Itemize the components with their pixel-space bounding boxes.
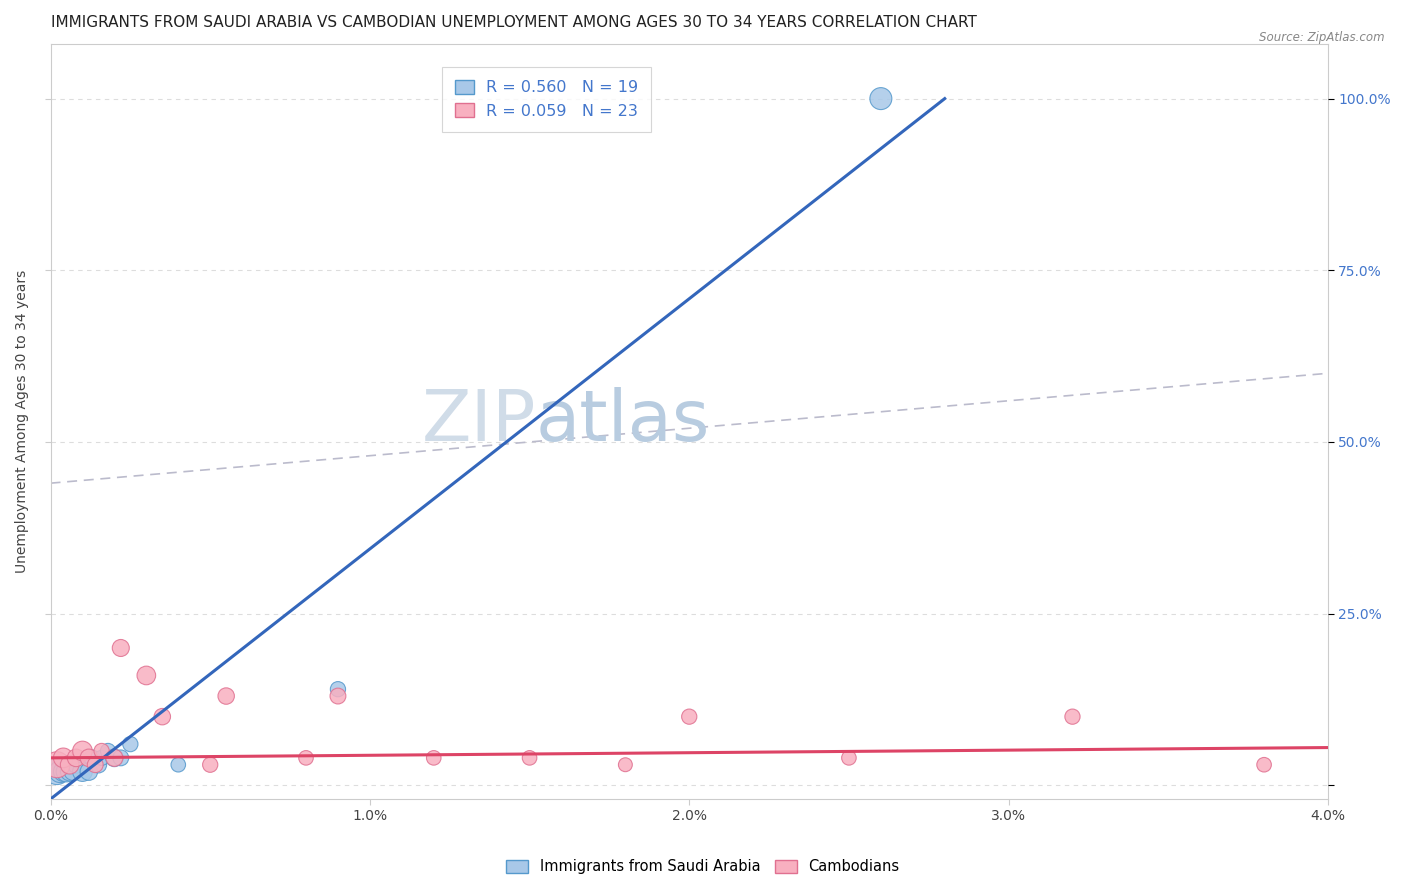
Point <box>110 751 132 765</box>
Point <box>103 751 125 765</box>
Point <box>87 757 110 772</box>
Point <box>167 757 190 772</box>
Point <box>55 764 77 779</box>
Point <box>90 744 112 758</box>
Point <box>678 709 700 723</box>
Point <box>72 744 94 758</box>
Point <box>65 757 87 772</box>
Point <box>90 751 112 765</box>
Point <box>423 751 446 765</box>
Point <box>45 764 67 779</box>
Point <box>72 764 94 779</box>
Text: ZIP: ZIP <box>422 387 536 456</box>
Legend: R = 0.560   N = 19, R = 0.059   N = 23: R = 0.560 N = 19, R = 0.059 N = 23 <box>441 67 651 131</box>
Point <box>1062 709 1084 723</box>
Point <box>135 668 157 682</box>
Text: IMMIGRANTS FROM SAUDI ARABIA VS CAMBODIAN UNEMPLOYMENT AMONG AGES 30 TO 34 YEARS: IMMIGRANTS FROM SAUDI ARABIA VS CAMBODIA… <box>51 15 976 30</box>
Y-axis label: Unemployment Among Ages 30 to 34 years: Unemployment Among Ages 30 to 34 years <box>15 269 30 573</box>
Text: atlas: atlas <box>536 387 710 456</box>
Point <box>110 640 132 655</box>
Point <box>200 757 222 772</box>
Point <box>77 764 100 779</box>
Point <box>295 751 318 765</box>
Text: Source: ZipAtlas.com: Source: ZipAtlas.com <box>1260 31 1385 45</box>
Point <box>49 764 72 779</box>
Point <box>215 689 238 703</box>
Point <box>103 751 125 765</box>
Point <box>120 737 142 751</box>
Point <box>65 751 87 765</box>
Point <box>62 764 84 779</box>
Point <box>869 92 891 106</box>
Point <box>97 744 120 758</box>
Point <box>77 751 100 765</box>
Point <box>838 751 860 765</box>
Point <box>326 689 349 703</box>
Point <box>45 757 67 772</box>
Point <box>59 764 82 779</box>
Point <box>326 682 349 697</box>
Point <box>84 757 107 772</box>
Point <box>59 757 82 772</box>
Point <box>52 751 75 765</box>
Point <box>1253 757 1275 772</box>
Point <box>80 751 103 765</box>
Point <box>519 751 541 765</box>
Point <box>614 757 637 772</box>
Legend: Immigrants from Saudi Arabia, Cambodians: Immigrants from Saudi Arabia, Cambodians <box>501 854 905 880</box>
Point <box>52 764 75 779</box>
Point <box>150 709 173 723</box>
